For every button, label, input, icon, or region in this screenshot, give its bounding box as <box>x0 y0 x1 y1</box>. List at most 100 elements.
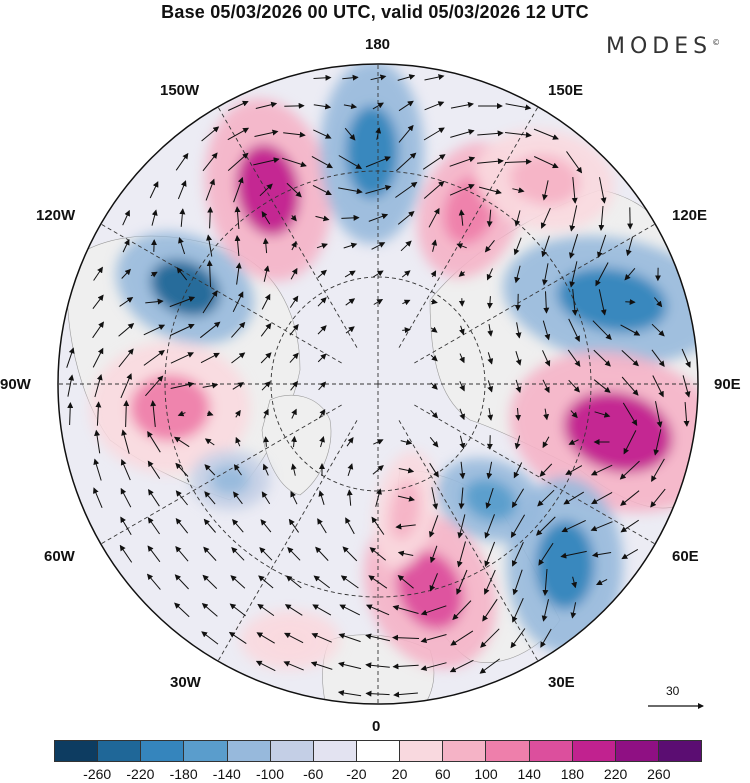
negative-anomaly-e-core <box>557 268 667 332</box>
wind-vector-arrow <box>452 600 472 621</box>
vector-scale-label: 30 <box>666 684 680 698</box>
wind-vector-arrow <box>400 240 412 252</box>
wind-vector-arrow <box>118 348 134 368</box>
wind-vector-arrow <box>285 575 302 589</box>
wind-vector-arrow <box>122 209 130 226</box>
wind-vector-arrow <box>458 270 466 277</box>
wind-vector-arrow <box>318 408 326 419</box>
colorbar-tick-label: 260 <box>647 766 671 782</box>
wind-vector-arrow <box>533 156 559 169</box>
wind-vector-arrow <box>286 182 302 198</box>
wind-vector-arrow <box>365 633 391 642</box>
wind-vector-arrow <box>591 551 612 558</box>
wind-vector-arrow <box>622 402 638 426</box>
colorbar-tick-label: 20 <box>391 766 408 782</box>
wind-vector-arrow <box>120 487 132 508</box>
wind-vector-arrow <box>289 295 299 308</box>
wind-vector-arrow <box>541 599 549 622</box>
wind-vector-arrow <box>199 321 221 339</box>
wind-vector-arrow <box>514 265 521 284</box>
wind-vector-arrow <box>623 430 637 455</box>
wind-vector-arrow <box>170 352 195 364</box>
wind-vector-arrow <box>652 375 664 398</box>
wind-vector-arrow <box>121 429 130 454</box>
wind-vector-arrow <box>369 547 387 561</box>
colorbar-cell <box>184 741 228 761</box>
wind-vector-arrow <box>395 181 418 198</box>
wind-vector-arrow <box>313 575 331 589</box>
wind-vector-arrow <box>619 460 640 480</box>
wind-vector-arrow <box>540 207 551 229</box>
wind-vector-arrow <box>319 436 325 448</box>
wind-vector-arrow <box>343 103 358 110</box>
wind-vector-arrow <box>365 662 390 669</box>
wind-vector-arrow <box>291 241 297 251</box>
wind-vector-arrow <box>393 691 418 698</box>
wind-vector-arrow <box>175 490 188 506</box>
wind-vector-arrow <box>232 491 243 505</box>
wind-vector-arrow <box>458 487 465 510</box>
wind-vector-arrow <box>620 519 639 533</box>
wind-vector-arrow <box>655 401 663 428</box>
colorbar-cell <box>658 741 702 761</box>
wind-vector-arrow <box>317 353 327 363</box>
wind-vector-arrow <box>257 603 275 617</box>
wind-vector-arrow <box>560 550 587 559</box>
wind-vector-arrow <box>683 402 690 427</box>
wind-vector-arrow <box>365 184 392 194</box>
wind-vector-arrow <box>177 180 187 200</box>
wind-vector-arrow <box>203 518 216 533</box>
wind-vector-arrow <box>256 632 275 644</box>
wind-vector-arrow <box>505 131 532 138</box>
wind-vector-arrow <box>371 516 385 535</box>
wind-vector-arrow <box>541 235 550 258</box>
wind-vector-arrow <box>478 186 502 195</box>
wind-vector-arrow <box>487 352 494 365</box>
colorbar-cell <box>98 741 142 761</box>
wind-vector-arrow <box>457 514 466 539</box>
wind-vector-arrow <box>515 351 522 366</box>
wind-vector-arrow <box>486 209 493 228</box>
colorbar-tick-label: -20 <box>346 766 367 782</box>
wind-vector-arrow <box>365 156 391 168</box>
wind-vector-arrow <box>395 523 416 530</box>
wind-vector-arrow <box>541 263 549 286</box>
wind-vector-arrow <box>123 400 130 428</box>
wind-vector-arrow <box>459 353 465 364</box>
wind-vector-arrow <box>318 381 327 391</box>
lon-label-150w: 150W <box>160 82 200 99</box>
wind-vector-arrow <box>202 574 218 589</box>
positive-anomaly-se-core <box>563 391 673 473</box>
colorbar-cell <box>443 741 487 761</box>
wind-vector-arrow <box>345 298 356 306</box>
wind-vector-arrow <box>203 546 217 561</box>
wind-vector-arrow <box>201 631 219 645</box>
wind-vector-arrow <box>262 463 269 476</box>
wind-vector-arrow <box>173 436 190 448</box>
wind-vector-arrow <box>93 458 102 481</box>
wind-vector-arrow <box>595 262 609 287</box>
wind-vector-arrow <box>284 102 305 109</box>
wind-vector-arrow <box>430 409 439 419</box>
wind-vector-arrow <box>428 515 439 538</box>
lon-label-0: 0 <box>372 718 381 735</box>
meridian-line <box>217 106 358 348</box>
map-title: Base 05/03/2026 00 UTC, valid 05/03/2026… <box>161 2 589 22</box>
wind-vector-arrow <box>365 690 390 697</box>
wind-vector-arrow <box>234 409 241 418</box>
wind-vector-arrow <box>233 464 242 476</box>
wind-vector-arrow <box>570 602 577 619</box>
map-disk <box>58 64 698 704</box>
wind-vector-arrow <box>311 155 333 169</box>
wind-vector-arrow <box>143 324 166 336</box>
wind-vector-arrow <box>230 575 246 589</box>
wind-vector-arrow <box>397 575 414 589</box>
wind-vector-arrow <box>338 661 362 670</box>
wind-vector-arrow <box>422 154 446 170</box>
wind-vector-arrow <box>621 548 639 560</box>
wind-vector-arrow <box>458 325 465 336</box>
wind-vector-arrow <box>290 380 299 391</box>
wind-vector-arrow <box>235 436 241 447</box>
wind-vector-arrow <box>234 235 241 257</box>
lon-label-150e: 150E <box>548 82 584 99</box>
